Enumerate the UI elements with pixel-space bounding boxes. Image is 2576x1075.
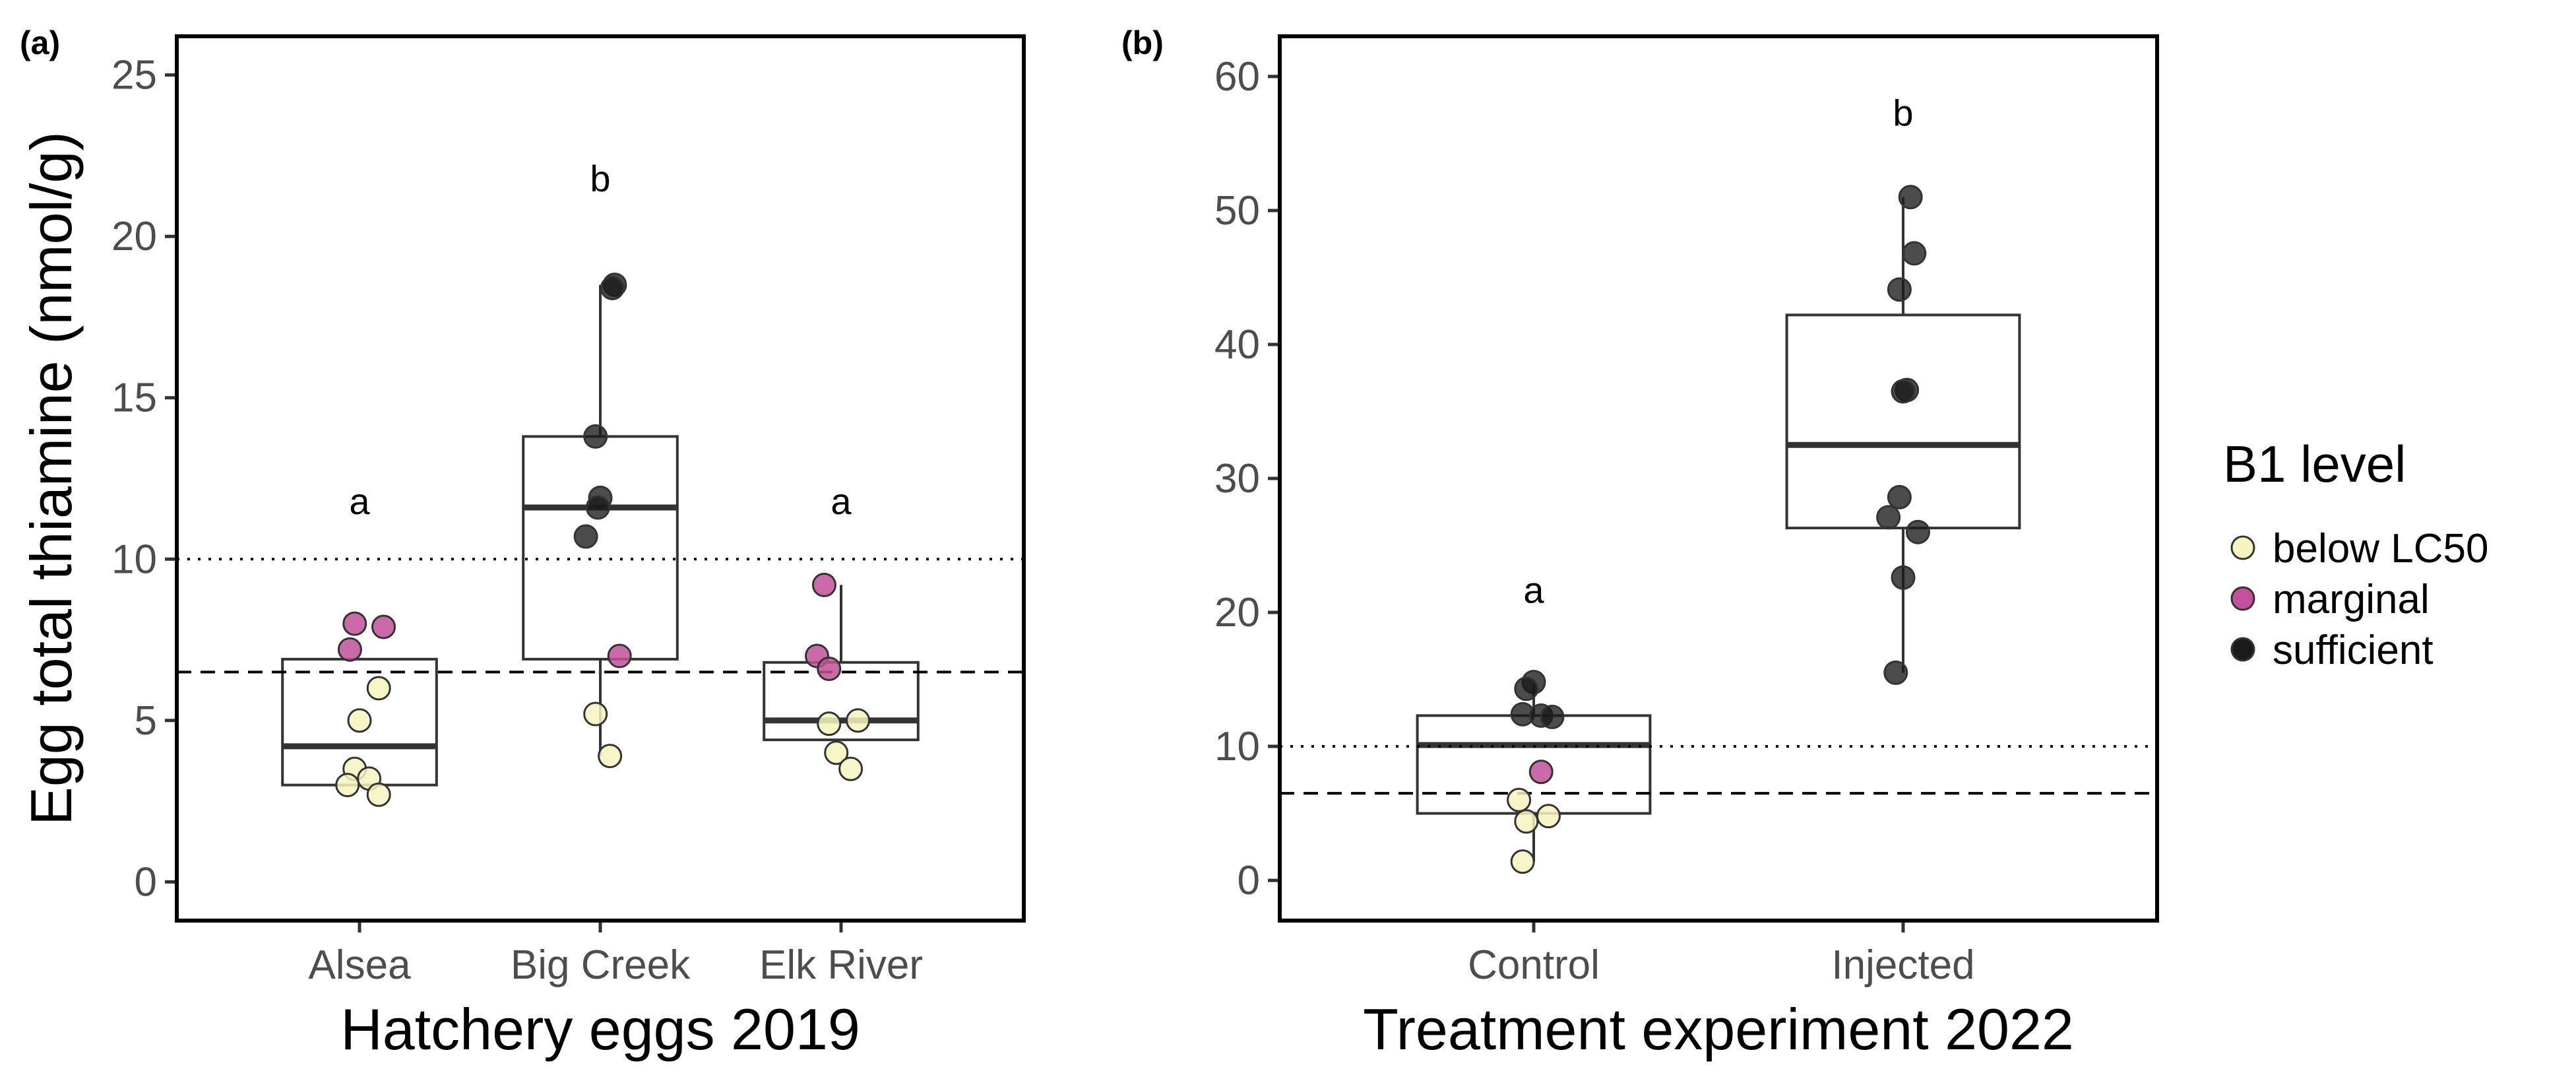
data-point — [1905, 519, 1930, 544]
data-point — [335, 773, 360, 798]
legend-title: B1 level — [2223, 435, 2406, 493]
data-point — [585, 495, 610, 520]
y-tick-label: 50 — [1214, 188, 1260, 234]
panel-a: (a) 0 5 10 15 20 25 Alsea Big Creek Elk River a b a… — [18, 24, 1026, 1062]
data-point — [342, 611, 367, 636]
y-tick-label: 0 — [135, 859, 157, 905]
data-point — [1507, 787, 1532, 812]
legend: B1 level below LC50 marginal sufficient — [2223, 435, 2488, 673]
data-point — [573, 524, 598, 549]
y-tick-label: 60 — [1214, 54, 1260, 100]
legend-label: below LC50 — [2273, 526, 2488, 571]
significance-letter: b — [1893, 92, 1913, 134]
box-control: a — [1416, 570, 1652, 862]
data-point — [846, 708, 871, 733]
panel-a-border — [175, 34, 1026, 923]
legend-label: sufficient — [2273, 628, 2434, 673]
data-point — [1510, 849, 1535, 874]
box-iqr — [763, 661, 920, 742]
y-tick-label: 5 — [135, 698, 157, 744]
data-point — [347, 708, 372, 733]
data-point — [1536, 804, 1561, 829]
data-point — [1887, 277, 1912, 302]
y-tick-label: 10 — [111, 537, 157, 582]
legend-key — [2230, 535, 2255, 560]
legend-key — [2230, 586, 2255, 611]
data-point — [1902, 241, 1927, 266]
x-tick-label: Alsea — [308, 942, 411, 988]
legend-label: marginal — [2273, 577, 2430, 622]
significance-letter: a — [349, 480, 370, 522]
data-point — [1883, 660, 1908, 685]
y-tick-label: 15 — [111, 375, 157, 421]
y-tick-label: 20 — [111, 214, 157, 259]
significance-letter: a — [831, 480, 852, 522]
data-point — [607, 643, 632, 668]
data-point — [583, 424, 608, 449]
data-point — [1887, 484, 1912, 509]
panel-b-border — [1278, 34, 2159, 923]
y-tick-label: 0 — [1238, 858, 1260, 903]
legend-items: below LC50 marginal sufficient — [2230, 526, 2488, 673]
data-point — [811, 572, 836, 597]
data-point — [1514, 676, 1539, 701]
panel-b: (b) 0 10 20 30 40 50 60 Control Injected a b Treat… — [1121, 24, 2159, 1062]
legend-key — [2230, 637, 2255, 662]
panel-a-x-axis-title: Hatchery eggs 2019 — [340, 996, 860, 1062]
data-point — [1540, 704, 1565, 729]
data-point — [366, 676, 391, 701]
data-point — [1898, 185, 1923, 210]
box-iqr — [1785, 313, 2021, 530]
significance-letter: b — [590, 158, 610, 199]
data-point — [1514, 809, 1539, 834]
data-point — [838, 756, 864, 781]
data-point — [824, 740, 849, 766]
data-point — [366, 782, 391, 807]
data-point — [1891, 379, 1916, 404]
data-point — [817, 711, 842, 736]
panel-a-label: (a) — [20, 24, 60, 61]
x-tick-label: Injected — [1831, 942, 1974, 988]
data-point — [371, 614, 396, 639]
data-point — [598, 744, 623, 769]
significance-letter: a — [1523, 570, 1544, 611]
y-tick-label: 30 — [1214, 456, 1260, 502]
data-point — [1528, 760, 1554, 785]
y-axis-title: Egg total thiamine (nmol/g) — [18, 131, 84, 826]
data-point — [1891, 565, 1916, 590]
panel-a-plot: 0 5 10 15 20 25 Alsea Big Creek Elk River a b a — [111, 53, 1024, 988]
data-point — [337, 637, 362, 662]
panel-b-label: (b) — [1121, 24, 1164, 61]
y-tick-label: 25 — [111, 53, 157, 98]
data-point — [1876, 505, 1901, 530]
x-tick-label: Elk River — [759, 942, 923, 988]
y-tick-label: 40 — [1214, 322, 1260, 368]
y-tick-label: 20 — [1214, 590, 1260, 635]
data-point — [600, 275, 625, 300]
data-point — [817, 657, 842, 682]
x-tick-label: Control — [1468, 942, 1600, 988]
panel-b-x-axis-title: Treatment experiment 2022 — [1363, 996, 2074, 1062]
y-tick-label: 10 — [1214, 724, 1260, 769]
data-point — [583, 701, 608, 727]
box-elk-river: a — [763, 480, 920, 742]
x-tick-label: Big Creek — [511, 942, 691, 988]
